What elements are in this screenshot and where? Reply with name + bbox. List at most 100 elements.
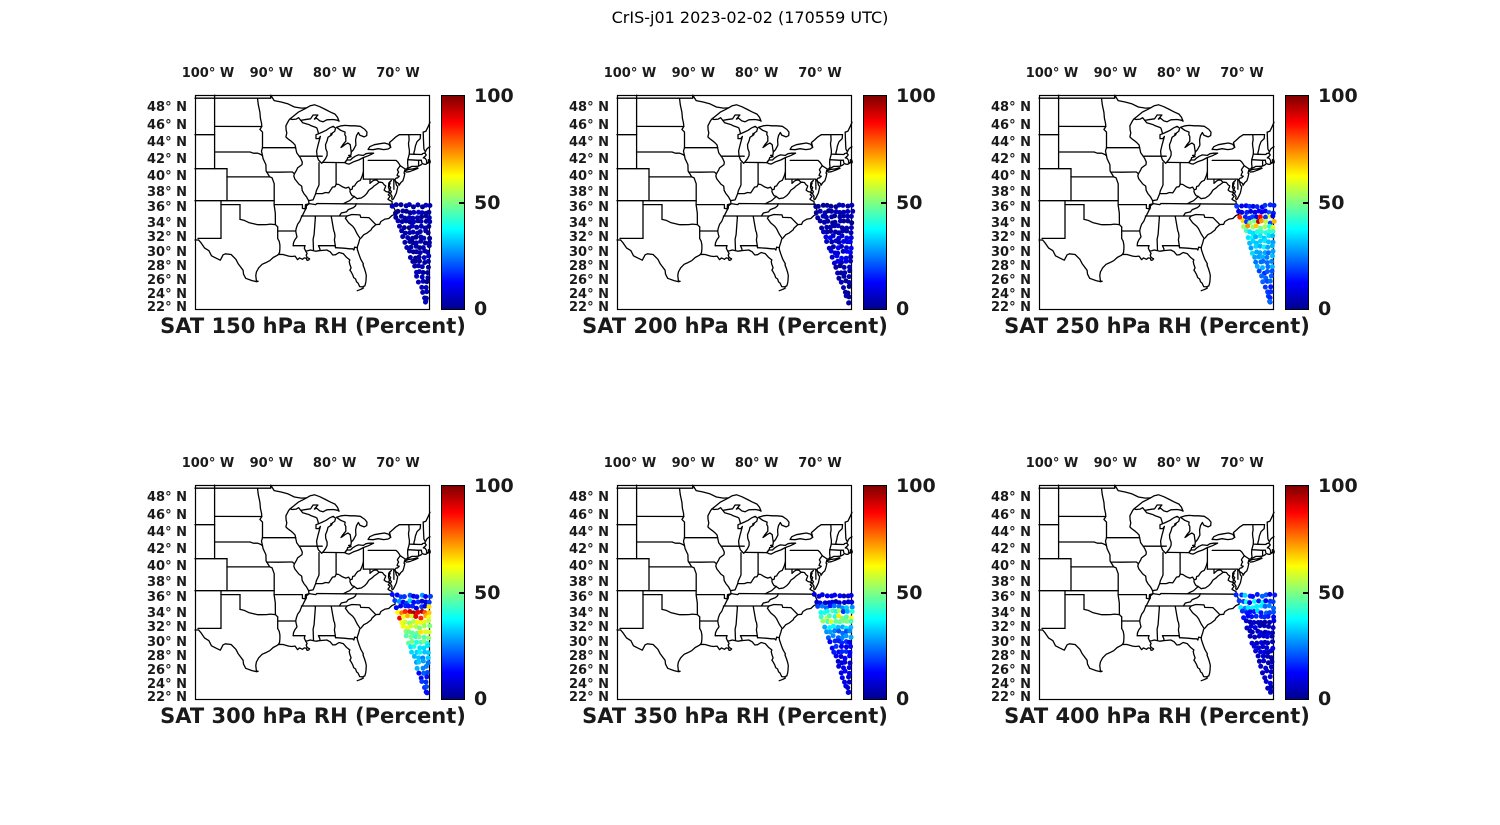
lat-tick-label: 36° N	[991, 200, 1031, 216]
lat-tick-label: 36° N	[569, 590, 609, 606]
lat-tick-label: 48° N	[991, 99, 1031, 115]
lat-axis-labels: 48° N 46° N 44° N 42° N 40° N 38° N 36° N 34° N…	[981, 485, 1031, 706]
lat-tick-label: 26° N	[569, 273, 609, 289]
colorbar-mid-tick	[1303, 201, 1308, 204]
lat-tick-label: 22° N	[569, 300, 609, 316]
colorbar	[863, 95, 887, 310]
lat-tick-label: 42° N	[569, 152, 609, 168]
lat-tick-label: 48° N	[147, 99, 187, 115]
lat-tick-label: 28° N	[147, 259, 187, 275]
lat-tick-label: 28° N	[147, 649, 187, 665]
lat-axis-labels: 48° N 46° N 44° N 42° N 40° N 38° N 36° N 34° N…	[137, 485, 187, 706]
lat-tick-label: 24° N	[991, 286, 1031, 302]
lat-tick-label: 38° N	[991, 574, 1031, 590]
lat-tick-label: 30° N	[569, 244, 609, 260]
subplot-title: SAT 150 hPa RH (Percent)	[160, 314, 466, 338]
lat-tick-label: 28° N	[569, 649, 609, 665]
lat-axis-labels: 48° N 46° N 44° N 42° N 40° N 38° N 36° N 34° N…	[981, 95, 1031, 316]
lat-tick-label: 40° N	[569, 168, 609, 184]
lat-tick-label: 32° N	[147, 620, 187, 636]
lat-tick-label: 22° N	[147, 690, 187, 706]
lon-tick-label: 100° W	[1025, 66, 1079, 81]
colorbar-min-label: 0	[1318, 298, 1332, 320]
lat-tick-label: 22° N	[569, 690, 609, 706]
lat-tick-label: 48° N	[147, 489, 187, 505]
lat-tick-label: 28° N	[991, 649, 1031, 665]
colorbar	[441, 485, 465, 700]
lat-tick-label: 34° N	[569, 215, 609, 231]
lon-tick-label: 80° W	[734, 456, 779, 471]
colorbar-max-label: 100	[474, 475, 514, 497]
lat-tick-label: 34° N	[569, 605, 609, 621]
lon-tick-label: 80° W	[1156, 456, 1201, 471]
colorbar-min-label: 0	[474, 298, 488, 320]
lon-tick-label: 100° W	[603, 456, 657, 471]
lat-tick-label: 46° N	[147, 507, 187, 523]
lon-tick-label: 100° W	[181, 456, 235, 471]
lat-tick-label: 40° N	[147, 558, 187, 574]
lat-tick-label: 42° N	[147, 542, 187, 558]
lat-tick-label: 46° N	[569, 507, 609, 523]
colorbar-min-label: 0	[896, 688, 910, 710]
subplot-sat-300hpa-rh: 100° W 90° W 80° W 70° W 48° N 46° N 44° N 42°…	[147, 456, 514, 728]
lon-tick-label: 70° W	[1220, 456, 1264, 471]
map-canvas	[194, 484, 433, 701]
colorbar-mid-label: 50	[474, 192, 501, 214]
lat-tick-label: 44° N	[147, 525, 187, 541]
lat-tick-label: 34° N	[991, 215, 1031, 231]
lat-tick-label: 24° N	[147, 286, 187, 302]
lat-tick-label: 42° N	[991, 152, 1031, 168]
subplot-title: SAT 250 hPa RH (Percent)	[1004, 314, 1310, 338]
subplot-sat-350hpa-rh: 100° W 90° W 80° W 70° W 48° N 46° N 44° N 42°…	[569, 456, 936, 728]
colorbar-max-label: 100	[896, 85, 936, 107]
lat-tick-label: 24° N	[147, 676, 187, 692]
lat-axis-labels: 48° N 46° N 44° N 42° N 40° N 38° N 36° N 34° N…	[559, 485, 609, 706]
lat-tick-label: 38° N	[991, 184, 1031, 200]
lat-tick-label: 40° N	[147, 168, 187, 184]
colorbar-mid-tick	[881, 201, 886, 204]
lat-tick-label: 32° N	[569, 230, 609, 246]
lat-tick-label: 42° N	[569, 542, 609, 558]
lat-tick-label: 30° N	[569, 634, 609, 650]
lat-tick-label: 28° N	[569, 259, 609, 275]
map-canvas	[616, 94, 856, 311]
colorbar-max-label: 100	[1318, 475, 1358, 497]
lat-tick-label: 40° N	[991, 558, 1031, 574]
colorbar-mid-label: 50	[896, 582, 923, 604]
lat-tick-label: 46° N	[991, 117, 1031, 133]
lat-tick-label: 40° N	[569, 558, 609, 574]
subplot-sat-200hpa-rh: 100° W 90° W 80° W 70° W 48° N 46° N 44° N 42°…	[569, 66, 936, 338]
lat-tick-label: 32° N	[991, 620, 1031, 636]
lon-axis-labels: 100° W 90° W 80° W 70° W	[182, 66, 430, 84]
lon-axis-labels: 100° W 90° W 80° W 70° W	[182, 456, 430, 474]
lat-tick-label: 22° N	[991, 300, 1031, 316]
lat-tick-label: 48° N	[991, 489, 1031, 505]
lat-tick-label: 40° N	[991, 168, 1031, 184]
lat-tick-label: 34° N	[147, 605, 187, 621]
lat-tick-label: 42° N	[147, 152, 187, 168]
lat-tick-label: 48° N	[569, 99, 609, 115]
colorbar	[1285, 95, 1309, 310]
lat-tick-label: 30° N	[147, 634, 187, 650]
subplot-title: SAT 300 hPa RH (Percent)	[160, 704, 466, 728]
lat-tick-label: 26° N	[147, 273, 187, 289]
lat-tick-label: 46° N	[991, 507, 1031, 523]
lat-tick-label: 44° N	[991, 135, 1031, 151]
colorbar-max-label: 100	[474, 85, 514, 107]
lat-tick-label: 30° N	[147, 244, 187, 260]
lat-tick-label: 36° N	[147, 200, 187, 216]
colorbar-mid-tick	[881, 591, 886, 594]
lat-tick-label: 24° N	[569, 676, 609, 692]
lon-tick-label: 100° W	[181, 66, 235, 81]
lat-tick-label: 46° N	[569, 117, 609, 133]
subplot-sat-150hpa-rh: 100° W 90° W 80° W 70° W 48° N 46° N 44° N 42°…	[147, 66, 514, 338]
figure-title: CrIS-j01 2023-02-02 (170559 UTC)	[611, 8, 889, 27]
lat-tick-label: 26° N	[147, 663, 187, 679]
colorbar-max-label: 100	[896, 475, 936, 497]
colorbar	[863, 485, 887, 700]
colorbar-mid-tick	[459, 201, 464, 204]
map-canvas	[194, 94, 433, 311]
colorbar	[441, 95, 465, 310]
colorbar-mid-tick	[1303, 591, 1308, 594]
lat-tick-label: 26° N	[991, 273, 1031, 289]
